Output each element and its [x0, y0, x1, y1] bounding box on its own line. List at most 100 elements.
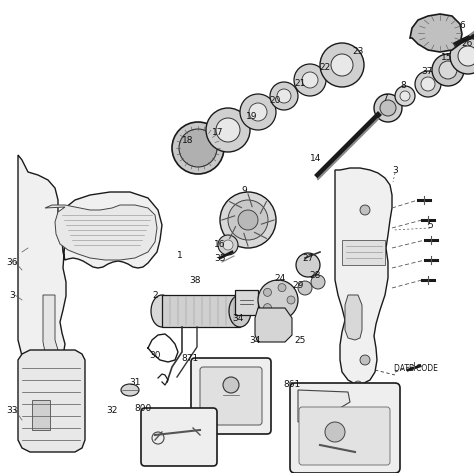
Circle shape [258, 280, 298, 320]
Circle shape [298, 281, 312, 295]
Polygon shape [43, 295, 62, 358]
Text: 34: 34 [232, 314, 244, 323]
Polygon shape [410, 14, 462, 52]
FancyBboxPatch shape [191, 358, 271, 434]
Text: 3: 3 [392, 166, 398, 175]
Circle shape [278, 308, 286, 316]
Circle shape [218, 235, 238, 255]
Text: 26: 26 [461, 40, 473, 49]
Text: 34: 34 [249, 335, 261, 344]
Circle shape [374, 94, 402, 122]
Text: 30: 30 [149, 350, 161, 359]
Ellipse shape [172, 122, 224, 174]
Text: 9: 9 [241, 185, 247, 194]
Text: 6: 6 [459, 20, 465, 29]
Circle shape [240, 94, 276, 130]
Text: 35: 35 [214, 254, 226, 263]
Circle shape [450, 38, 474, 74]
Text: 38: 38 [189, 275, 201, 284]
Circle shape [458, 46, 474, 66]
Polygon shape [342, 240, 385, 265]
FancyBboxPatch shape [141, 408, 217, 466]
Polygon shape [335, 168, 392, 384]
Circle shape [421, 77, 435, 91]
FancyBboxPatch shape [200, 367, 262, 425]
Text: 871: 871 [182, 353, 199, 362]
Circle shape [270, 82, 298, 110]
Circle shape [325, 422, 345, 442]
Text: 32: 32 [106, 405, 118, 414]
Text: 17: 17 [212, 128, 224, 137]
Circle shape [264, 289, 272, 297]
Circle shape [432, 54, 464, 86]
Circle shape [206, 108, 250, 152]
Circle shape [264, 304, 272, 312]
Text: 8: 8 [400, 81, 406, 90]
Polygon shape [32, 400, 50, 430]
Circle shape [294, 64, 326, 96]
Ellipse shape [229, 295, 251, 327]
Text: 16: 16 [214, 239, 226, 248]
Circle shape [415, 71, 441, 97]
Text: 3: 3 [9, 290, 15, 299]
Circle shape [278, 284, 286, 292]
Text: 36: 36 [6, 257, 18, 266]
Circle shape [320, 43, 364, 87]
Ellipse shape [121, 384, 139, 396]
Text: 861: 861 [283, 379, 301, 388]
FancyBboxPatch shape [299, 407, 390, 465]
Text: 18: 18 [182, 135, 194, 144]
Text: 25: 25 [294, 335, 306, 344]
Circle shape [287, 296, 295, 304]
Polygon shape [255, 308, 292, 342]
Circle shape [220, 192, 276, 248]
Text: 29: 29 [292, 280, 304, 289]
Polygon shape [235, 290, 258, 315]
Circle shape [331, 54, 353, 76]
Text: 800: 800 [134, 403, 152, 412]
Polygon shape [18, 350, 85, 452]
Text: 19: 19 [246, 112, 258, 121]
Circle shape [216, 118, 240, 142]
Text: 14: 14 [310, 154, 322, 163]
Text: 2: 2 [152, 290, 158, 299]
Circle shape [395, 86, 415, 106]
Circle shape [228, 200, 268, 240]
Text: 37: 37 [421, 68, 433, 77]
Bar [162, 295, 240, 327]
Polygon shape [18, 155, 162, 374]
Circle shape [380, 100, 396, 116]
Text: 15: 15 [441, 53, 453, 62]
Circle shape [249, 103, 267, 121]
Polygon shape [298, 390, 350, 422]
Circle shape [360, 355, 370, 365]
Polygon shape [345, 295, 362, 340]
Ellipse shape [151, 295, 173, 327]
Text: 27: 27 [302, 254, 314, 263]
Polygon shape [45, 205, 157, 260]
Text: 1: 1 [177, 251, 183, 260]
Text: 24: 24 [274, 273, 286, 282]
Text: 5: 5 [427, 220, 433, 229]
Circle shape [238, 210, 258, 230]
Ellipse shape [179, 129, 217, 167]
Text: 33: 33 [6, 405, 18, 414]
Text: 21: 21 [294, 79, 306, 88]
Circle shape [400, 91, 410, 101]
Text: DATE CODE: DATE CODE [394, 363, 438, 373]
Circle shape [296, 253, 320, 277]
Circle shape [277, 89, 291, 103]
Circle shape [223, 240, 233, 250]
Text: 20: 20 [269, 96, 281, 105]
Circle shape [311, 275, 325, 289]
Text: 22: 22 [319, 63, 331, 72]
Text: 31: 31 [129, 377, 141, 386]
Text: 7: 7 [382, 94, 388, 103]
Text: 23: 23 [352, 47, 364, 56]
FancyBboxPatch shape [290, 383, 400, 473]
Circle shape [360, 205, 370, 215]
Circle shape [302, 72, 318, 88]
Circle shape [223, 377, 239, 393]
Circle shape [439, 61, 457, 79]
Text: 28: 28 [310, 271, 321, 280]
